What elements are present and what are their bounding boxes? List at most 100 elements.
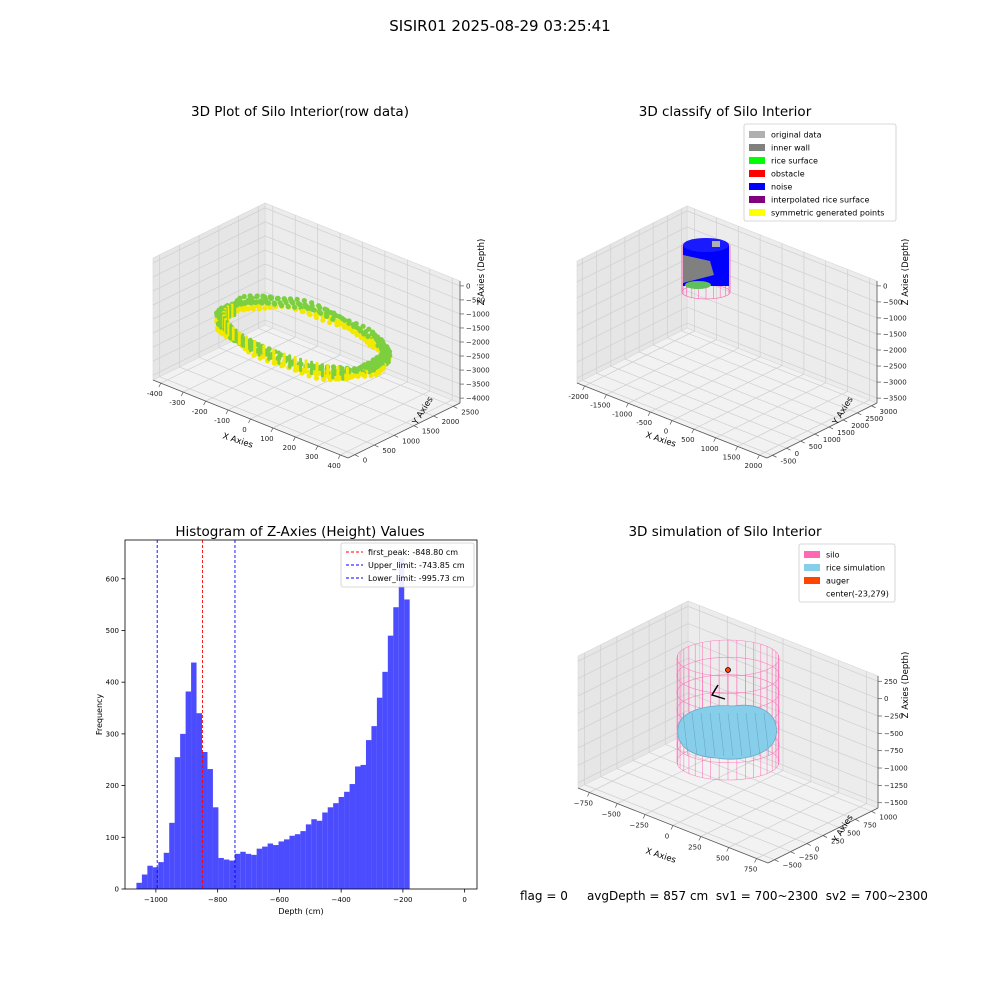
simulation3d-ytick-label: 750 bbox=[863, 821, 876, 829]
classify3d-xtick-label: 0 bbox=[664, 428, 668, 436]
simulation3d-legend-swatch bbox=[804, 551, 820, 558]
simulation3d-ygrid bbox=[616, 636, 808, 844]
histogram-xtick-label: 0 bbox=[462, 896, 466, 904]
histogram-ytick-label: 600 bbox=[106, 575, 119, 583]
raw3d-point bbox=[248, 300, 254, 306]
raw3d-ztick-label: −2000 bbox=[466, 339, 490, 347]
simulation3d-xtick-label: −250 bbox=[630, 822, 649, 830]
raw3d-point bbox=[370, 367, 377, 373]
classify3d-ytick bbox=[871, 405, 876, 409]
histogram-bar bbox=[152, 867, 159, 889]
histogram-bar bbox=[305, 824, 312, 889]
histogram-bar bbox=[404, 599, 410, 889]
raw3d-xtick bbox=[158, 382, 162, 388]
histogram-bar bbox=[262, 846, 268, 889]
histogram-bar bbox=[202, 751, 208, 889]
classify3d-ygrid bbox=[582, 258, 773, 456]
raw3d-ytick bbox=[374, 444, 379, 448]
raw3d-xtick-label: -400 bbox=[147, 390, 163, 398]
classify3d-ztick-label: −2500 bbox=[883, 363, 907, 371]
simulation3d-ztick-label: −1250 bbox=[884, 782, 908, 790]
simulation3d-xgrid bbox=[756, 671, 867, 859]
simulation3d-ztick-label: −500 bbox=[884, 730, 903, 738]
classify3d-ytick-label: 2500 bbox=[865, 415, 883, 423]
classify3d-ygrid bbox=[624, 237, 816, 435]
simulation3d-ztick-label: −1500 bbox=[884, 799, 908, 807]
raw3d-point bbox=[358, 334, 364, 341]
simulation3d-zgrid bbox=[577, 605, 879, 682]
raw3d-xgrid bbox=[340, 277, 453, 456]
simulation3d-legend-label: auger bbox=[826, 577, 850, 586]
simulation3d-ytick-label: 250 bbox=[831, 838, 844, 846]
simulation3d-ztick-label: −750 bbox=[884, 747, 903, 755]
raw3d-point bbox=[295, 300, 302, 307]
classify3d-ztick-label: −2000 bbox=[883, 347, 907, 355]
histogram-xtick-label: −200 bbox=[393, 896, 412, 904]
raw3d-point bbox=[249, 304, 256, 310]
raw3d-zgrid bbox=[152, 221, 461, 301]
histogram-bar bbox=[245, 853, 252, 889]
simulation3d-zgrid bbox=[577, 692, 879, 769]
classify3d-ytick-label: 0 bbox=[795, 450, 799, 458]
classify3d-xtick-label: 500 bbox=[681, 436, 694, 444]
simulation3d-xtick-label: 0 bbox=[665, 833, 669, 841]
simulation3d-rice-mesh bbox=[709, 712, 716, 757]
raw3d-point bbox=[333, 313, 339, 319]
classify3d-xtick-label: 2000 bbox=[744, 462, 762, 470]
raw3d-xtick-label: 100 bbox=[260, 435, 273, 443]
simulation3d-silo-ring bbox=[676, 639, 780, 677]
classify3d-legend-swatch bbox=[749, 183, 765, 190]
histogram-bar bbox=[234, 853, 241, 889]
simulation3d-rice-mesh bbox=[736, 712, 743, 757]
raw3d-point bbox=[349, 373, 355, 380]
raw3d-point bbox=[342, 324, 349, 330]
raw3d-ytick-label: 500 bbox=[382, 447, 395, 455]
raw3d-ytick-label: 0 bbox=[363, 457, 367, 465]
histogram-bar bbox=[311, 819, 317, 889]
classify3d-legend-swatch bbox=[749, 157, 765, 164]
raw3d-zgrid bbox=[152, 277, 461, 357]
histogram-bar bbox=[360, 764, 366, 889]
classify3d-original-points bbox=[712, 241, 720, 247]
raw3d-point bbox=[354, 332, 360, 338]
raw3d-point bbox=[346, 320, 352, 327]
raw3d-point bbox=[256, 306, 262, 312]
simulation3d-xgrid bbox=[644, 627, 756, 815]
classify3d-xtick-label: 1500 bbox=[723, 453, 741, 461]
simulation3d-ytick-label: 1000 bbox=[879, 813, 897, 821]
raw3d-title: 3D Plot of Silo Interior(row data) bbox=[191, 104, 409, 120]
raw3d-xtick bbox=[248, 418, 251, 424]
classify3d-xtick bbox=[713, 437, 717, 442]
simulation3d-legend-swatch bbox=[804, 577, 820, 584]
raw3d-xgrid bbox=[205, 224, 318, 402]
classify3d-ytick-label: 3000 bbox=[880, 408, 898, 416]
classify3d-ytick-label: 2000 bbox=[851, 422, 869, 430]
simulation3d-zgrid bbox=[577, 657, 879, 734]
simulation3d-ztick-label: −1000 bbox=[884, 765, 908, 773]
raw3d-xgrid bbox=[183, 215, 296, 393]
histogram-bar bbox=[207, 769, 213, 889]
classify3d-rice-surface-points bbox=[685, 281, 711, 289]
classify3d-ygrid bbox=[596, 251, 787, 449]
raw3d-point bbox=[313, 375, 320, 381]
raw3d-point bbox=[368, 373, 374, 379]
classify3d-ygrid bbox=[652, 222, 844, 421]
histogram-bar bbox=[300, 831, 306, 889]
histogram-bar bbox=[382, 671, 388, 889]
histogram-ytick-label: 0 bbox=[115, 886, 119, 894]
histogram-bar bbox=[163, 852, 170, 889]
histogram-bar bbox=[169, 822, 175, 889]
raw3d-zgrid bbox=[152, 249, 461, 329]
classify3d-ytick-label: -500 bbox=[781, 457, 797, 465]
histogram-ytick-label: 400 bbox=[106, 679, 119, 687]
classify3d-xtick bbox=[625, 403, 629, 408]
simulation3d-xtick-label: −500 bbox=[602, 811, 621, 819]
classify3d-legend-swatch bbox=[749, 131, 765, 138]
simulation3d-legend-swatch bbox=[804, 564, 820, 571]
classify3d-xtick bbox=[691, 428, 695, 434]
raw3d-xtick-label: 200 bbox=[283, 444, 296, 452]
raw3d-xtick bbox=[270, 427, 274, 433]
histogram-xtick-label: −400 bbox=[332, 896, 351, 904]
classify3d-xgrid bbox=[715, 260, 827, 439]
histogram-bar bbox=[212, 807, 219, 889]
